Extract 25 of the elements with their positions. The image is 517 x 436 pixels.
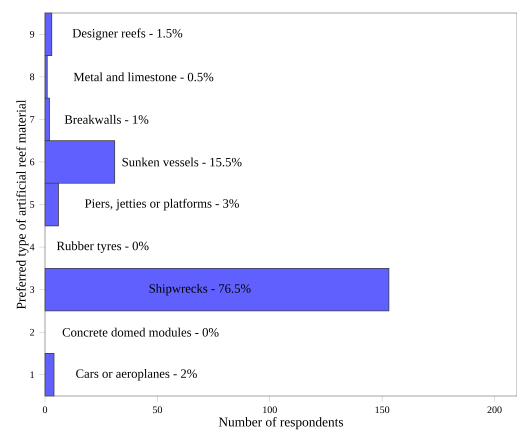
y-tick-label: 4 <box>30 244 34 250</box>
x-tick-label: 0 <box>42 406 48 414</box>
annotation: Metal and limestone - 0.5% <box>74 72 214 82</box>
x-tick-label: 50 <box>152 406 162 414</box>
y-tick-label: 6 <box>30 158 34 166</box>
annotation: Rubber tyres - 0% <box>56 241 149 253</box>
y-tick-label: 5 <box>30 201 34 208</box>
annotation: Piers, jetties or platforms - 3% <box>84 198 239 210</box>
annotation: Sunken vessels - 15.5% <box>122 157 242 166</box>
x-axis-title: Number of respondents <box>218 416 344 430</box>
annotation: Breakwalls - 1% <box>64 114 148 124</box>
x-tick-label: 100 <box>263 406 277 414</box>
annotation: Shipwrecks - 76.5% <box>150 284 251 296</box>
y-tick-label: 2 <box>30 328 34 336</box>
y-axis-title: Preferred type of artificial reef material <box>16 100 28 310</box>
y-tick-label: 8 <box>30 73 34 80</box>
y-tick-label: 1 <box>30 371 34 378</box>
x-tick-label: 200 <box>487 406 502 414</box>
annotation: Concrete domed modules - 0% <box>62 328 219 337</box>
annotation: Designer reefs - 1.5% <box>72 28 182 40</box>
y-tick-label: 7 <box>30 116 34 123</box>
x-tick-label: 150 <box>376 406 390 414</box>
y-tick-label: 3 <box>30 286 34 293</box>
y-tick-label: 9 <box>30 30 34 38</box>
annotation: Cars or aeroplanes - 2% <box>76 368 197 380</box>
